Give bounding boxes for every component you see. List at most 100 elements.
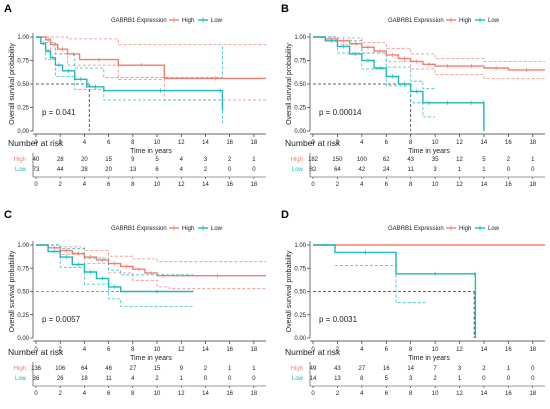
y-tick-label: 0.75 — [294, 266, 306, 272]
y-tick-label: 0.00 — [17, 129, 29, 135]
x-tick-label: 12 — [178, 140, 185, 146]
risk-value-low: 1 — [458, 167, 462, 173]
risk-axis-label: 16 — [505, 391, 512, 397]
x-tick-label: 4 — [83, 140, 87, 146]
risk-value-low: 0 — [228, 167, 232, 173]
risk-value-low: 82 — [310, 167, 317, 173]
risk-table-title: Number at risk — [8, 138, 64, 148]
risk-axis-label: 8 — [409, 391, 413, 397]
y-axis-label: Overall survival probability — [9, 43, 16, 125]
risk-value-low: 64 — [334, 167, 341, 173]
x-tick-label: 10 — [432, 347, 439, 353]
y-tick-label: 0.50 — [294, 290, 306, 296]
x-tick-label: 14 — [481, 140, 488, 146]
y-axis-label: Overall survival probability — [286, 43, 293, 125]
x-tick-label: 6 — [385, 140, 389, 146]
x-tick-label: 16 — [226, 140, 233, 146]
risk-value-high: 15 — [105, 157, 112, 163]
ci-line-high — [313, 36, 545, 79]
risk-value-low: 26 — [57, 376, 64, 382]
risk-axis-label: 0 — [34, 182, 38, 188]
risk-value-low: 4 — [131, 376, 135, 382]
risk-value-high: 62 — [383, 157, 390, 163]
risk-axis-label: 6 — [107, 391, 111, 397]
risk-axis-label: 6 — [385, 182, 389, 188]
risk-value-high: 106 — [55, 366, 66, 372]
legend-label-high: High — [182, 226, 194, 232]
x-tick-label: 4 — [360, 347, 364, 353]
risk-axis-label: 12 — [456, 391, 463, 397]
risk-value-high: 43 — [407, 157, 414, 163]
risk-value-high: 3 — [458, 366, 462, 372]
risk-value-low: 1 — [482, 167, 486, 173]
risk-axis-label: 8 — [409, 182, 413, 188]
x-tick-label: 18 — [529, 347, 536, 353]
panel-letter: C — [4, 209, 12, 221]
risk-value-high: 2 — [228, 157, 232, 163]
risk-value-low: 0 — [252, 167, 256, 173]
y-tick-label: 0.75 — [17, 59, 29, 65]
survival-curve-high — [36, 36, 266, 80]
risk-value-high: 136 — [31, 366, 42, 372]
x-tick-label: 10 — [154, 140, 161, 146]
x-tick-label: 12 — [178, 347, 185, 353]
risk-axis-label: 4 — [360, 182, 364, 188]
y-tick-label: 0.50 — [17, 82, 29, 88]
legend-label-high: High — [182, 18, 194, 24]
risk-value-low: 3 — [433, 167, 437, 173]
risk-value-low: 14 — [310, 376, 317, 382]
y-tick-label: 0.75 — [17, 266, 29, 272]
y-tick-label: 0.50 — [294, 82, 306, 88]
risk-axis-label: 0 — [311, 391, 315, 397]
x-tick-label: 2 — [336, 347, 340, 353]
risk-row-label-high: High — [291, 157, 303, 163]
x-tick-label: 10 — [432, 140, 439, 146]
risk-axis-label: 18 — [251, 391, 258, 397]
risk-table-title: Number at risk — [285, 347, 341, 357]
ci-line-low — [335, 265, 426, 304]
risk-axis-label: 12 — [178, 391, 185, 397]
risk-axis-label: 4 — [83, 391, 87, 397]
risk-axis-label: 12 — [178, 182, 185, 188]
x-tick-label: 10 — [154, 347, 161, 353]
ci-line-low — [36, 36, 223, 125]
risk-value-high: 64 — [81, 366, 88, 372]
legend-label-high: High — [459, 18, 471, 24]
ci-line-high — [36, 244, 266, 290]
risk-axis-label: 14 — [481, 391, 488, 397]
legend-title: GABRB1 Expression — [111, 226, 167, 232]
x-tick-label: 8 — [409, 140, 413, 146]
y-tick-label: 1.00 — [17, 35, 29, 41]
panel-letter: A — [4, 3, 12, 15]
x-tick-label: 6 — [107, 140, 111, 146]
risk-value-high: 43 — [334, 366, 341, 372]
p-value: p = 0.00014 — [319, 108, 362, 117]
p-value: p = 0.0057 — [42, 315, 81, 324]
legend-label-high: High — [459, 226, 471, 232]
risk-value-high: 1 — [531, 157, 535, 163]
y-tick-label: 0.50 — [17, 290, 29, 296]
risk-axis-label: 10 — [154, 182, 161, 188]
y-tick-label: 1.00 — [294, 243, 306, 249]
risk-axis-label: 4 — [83, 182, 87, 188]
x-axis-label: Time in years — [130, 148, 172, 155]
x-tick-label: 4 — [360, 140, 364, 146]
risk-value-low: 0 — [228, 376, 232, 382]
x-tick-label: 6 — [385, 347, 389, 353]
risk-value-low: 73 — [33, 167, 40, 173]
y-axis-label: Overall survival probability — [9, 250, 16, 332]
survival-curve-high — [36, 244, 266, 277]
risk-value-low: 36 — [33, 376, 40, 382]
y-tick-label: 0.00 — [294, 336, 306, 342]
p-value: p = 0.041 — [42, 108, 76, 117]
legend-label-low: Low — [211, 18, 223, 24]
km-panel-c: C GABRB1 Expression High Low 0.00 0.25 0.50 0.7… — [4, 209, 266, 397]
y-tick-label: 0.25 — [17, 313, 29, 319]
survival-curve-low — [313, 244, 477, 338]
risk-axis-label: 8 — [131, 391, 135, 397]
x-tick-label: 18 — [251, 140, 258, 146]
risk-value-low: 11 — [106, 376, 113, 382]
x-axis-label: Time in years — [408, 148, 450, 155]
risk-value-high: 2 — [482, 366, 486, 372]
x-tick-label: 2 — [59, 140, 63, 146]
